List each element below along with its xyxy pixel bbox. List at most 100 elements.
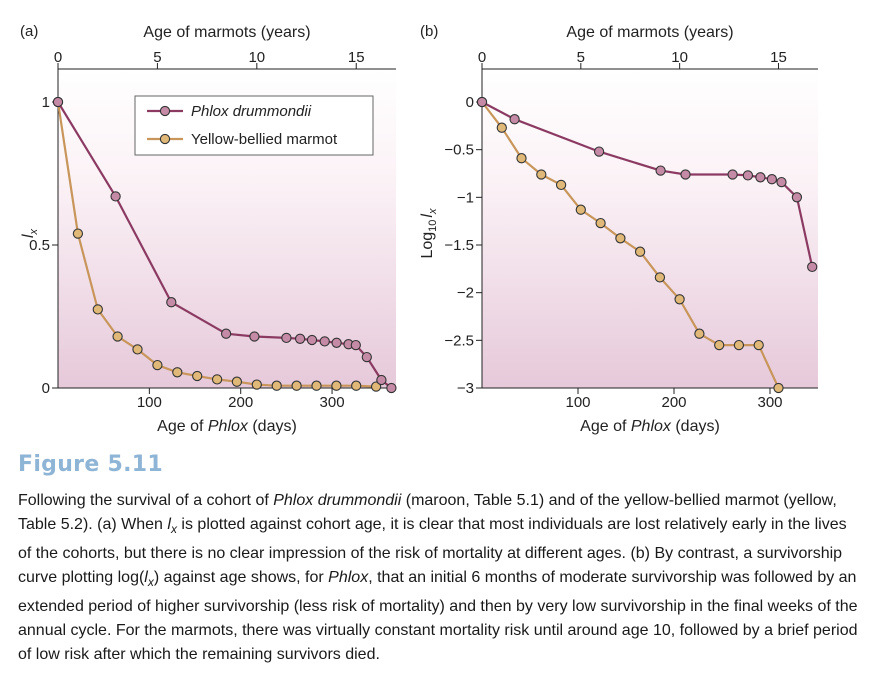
x-axis-label: Age of Phlox (days) bbox=[580, 418, 720, 435]
legend-swatch-marker bbox=[159, 105, 171, 117]
x-axis-tick-label: 100 bbox=[565, 394, 590, 411]
data-point-marmot bbox=[92, 304, 103, 315]
x-axis-tick-label: 200 bbox=[228, 394, 253, 411]
caption-part: , that an initial 6 months of moderate s… bbox=[18, 569, 858, 664]
data-point-phlox bbox=[376, 374, 387, 386]
data-point-phlox bbox=[331, 337, 342, 348]
x-axis-label-italic: Phlox bbox=[631, 418, 672, 435]
caption-part: l bbox=[144, 569, 148, 587]
x-axis-label-suffix: (days) bbox=[671, 418, 720, 435]
y-axis-tick-label: 1 bbox=[42, 94, 50, 111]
data-point-marmot bbox=[231, 376, 243, 387]
x-axis-tick-label: 300 bbox=[757, 394, 782, 411]
x-axis-tick-label: 100 bbox=[137, 394, 162, 411]
x-axis-label-suffix: (days) bbox=[248, 418, 297, 435]
data-point-marmot bbox=[496, 122, 507, 133]
data-point-phlox bbox=[727, 169, 738, 180]
y-axis-label: lx bbox=[20, 228, 40, 238]
caption-part: x bbox=[147, 575, 154, 590]
y-axis-label-main: l bbox=[20, 234, 37, 238]
panel-label: (b) bbox=[420, 23, 438, 40]
data-point-phlox bbox=[166, 297, 177, 308]
figure-label: Figure 5.11 bbox=[18, 452, 163, 477]
y-axis-tick-label: −1 bbox=[457, 189, 474, 206]
top-axis-tick-label: 10 bbox=[671, 49, 688, 66]
y-axis-tick-label: −2.5 bbox=[444, 332, 474, 349]
data-point-marmot bbox=[634, 246, 646, 257]
top-axis-tick-label: 0 bbox=[478, 49, 486, 66]
data-point-marmot bbox=[132, 344, 143, 355]
legend-box bbox=[134, 95, 374, 156]
data-point-marmot bbox=[331, 380, 342, 391]
y-axis-label-sub: x bbox=[28, 228, 40, 235]
x-axis-label-italic: Phlox bbox=[208, 418, 249, 435]
data-point-marmot bbox=[172, 367, 183, 378]
data-point-phlox bbox=[807, 261, 818, 273]
data-point-marmot bbox=[152, 359, 163, 371]
data-point-marmot bbox=[575, 204, 586, 215]
data-point-marmot bbox=[271, 380, 282, 391]
y-axis-label-main: Log bbox=[419, 232, 436, 259]
x-axis-tick-label: 300 bbox=[320, 394, 345, 411]
top-axis-tick-label: 10 bbox=[248, 49, 265, 66]
data-point-marmot bbox=[654, 272, 666, 283]
y-axis-label-sub2: x bbox=[427, 208, 439, 215]
y-axis-tick-label: −0.5 bbox=[444, 142, 474, 159]
data-point-phlox bbox=[593, 146, 605, 157]
y-axis-tick-label: −2 bbox=[457, 285, 474, 302]
data-point-phlox bbox=[509, 114, 520, 125]
top-axis-tick-label: 15 bbox=[348, 49, 365, 66]
data-point-phlox bbox=[476, 96, 488, 108]
y-axis-tick-label: −3 bbox=[457, 380, 474, 397]
data-point-marmot bbox=[72, 228, 84, 239]
data-point-phlox bbox=[319, 336, 330, 347]
caption-part: Phlox bbox=[328, 569, 369, 587]
y-axis-label-sub1: 10 bbox=[427, 220, 439, 232]
data-point-marmot bbox=[291, 380, 302, 391]
legend-entry: Yellow-bellied marmot bbox=[191, 131, 338, 148]
top-axis-label: Age of marmots (years) bbox=[143, 24, 310, 41]
top-axis-tick-label: 0 bbox=[54, 49, 62, 66]
data-point-marmot bbox=[694, 328, 705, 339]
data-point-phlox bbox=[655, 165, 666, 176]
data-point-phlox bbox=[742, 170, 754, 181]
y-axis-label: Log10 lx bbox=[419, 208, 439, 259]
x-axis-label: Age of Phlox (days) bbox=[157, 418, 297, 435]
y-axis-tick-label: 0.5 bbox=[29, 237, 50, 254]
caption-part: ) against age shows, for bbox=[153, 569, 329, 587]
top-axis-tick-label: 5 bbox=[577, 49, 585, 66]
data-point-phlox bbox=[766, 174, 778, 185]
data-point-phlox bbox=[386, 382, 397, 394]
data-point-phlox bbox=[249, 331, 260, 342]
data-point-marmot bbox=[192, 370, 203, 382]
x-axis-label-prefix: Age of bbox=[157, 418, 208, 435]
data-point-marmot bbox=[351, 380, 362, 391]
caption-part: (maroon, Table 5.1) and of the yellow-be… bbox=[18, 492, 837, 534]
data-point-marmot bbox=[112, 331, 123, 342]
data-point-marmot bbox=[311, 380, 322, 391]
data-point-phlox bbox=[776, 176, 787, 188]
data-point-marmot bbox=[733, 339, 745, 351]
data-point-marmot bbox=[773, 382, 784, 394]
panel-label: (a) bbox=[20, 23, 38, 40]
data-point-marmot bbox=[516, 153, 527, 164]
data-point-phlox bbox=[306, 334, 318, 346]
data-point-phlox bbox=[791, 192, 803, 203]
data-point-phlox bbox=[755, 172, 766, 183]
data-point-phlox bbox=[680, 169, 691, 180]
data-point-phlox bbox=[350, 339, 361, 351]
data-point-marmot bbox=[674, 294, 685, 305]
caption-part: Phlox drummondii bbox=[273, 492, 402, 509]
y-axis-label-italic: l bbox=[419, 214, 436, 218]
legend-swatch-marker bbox=[159, 133, 171, 145]
caption-part: l bbox=[167, 516, 171, 534]
caption-part: Following the survival of a cohort of bbox=[18, 492, 274, 509]
x-axis-label-prefix: Age of bbox=[580, 418, 631, 435]
data-point-phlox bbox=[52, 96, 64, 108]
legend-entry: Phlox drummondii bbox=[191, 103, 312, 120]
caption-part: x bbox=[170, 522, 177, 537]
data-point-phlox bbox=[281, 332, 292, 344]
y-axis-tick-label: −1.5 bbox=[444, 237, 474, 254]
